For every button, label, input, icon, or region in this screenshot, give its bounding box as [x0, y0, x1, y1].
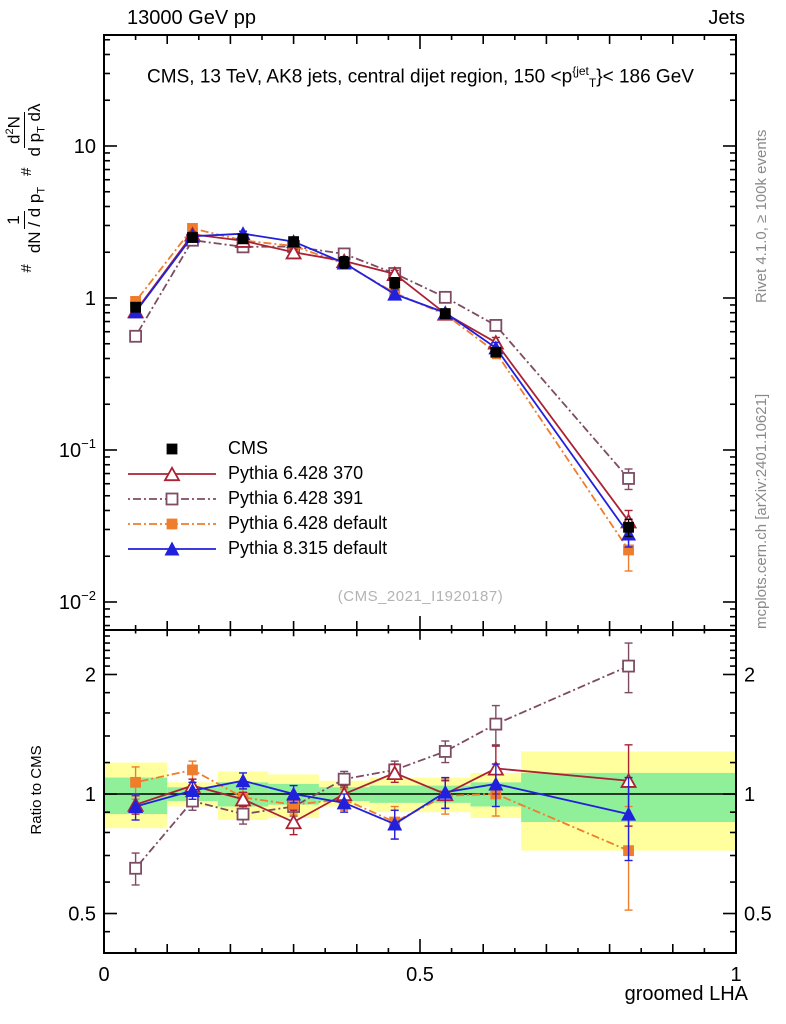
cms-marker: [288, 236, 300, 247]
cms-marker: [237, 233, 249, 245]
normalisation-fraction: 1 dN / d pT: [4, 186, 48, 254]
pythia-8315-default-marker: [488, 776, 504, 791]
pythia-8315-default-marker: [621, 806, 637, 821]
ratio-ytick-label-right: 2: [744, 664, 755, 686]
pythia-8315-default-marker: [437, 784, 453, 799]
pythia-6428-default-marker: [130, 776, 142, 788]
legend-item-cms: CMS: [126, 436, 387, 461]
pythia-6428-391-marker: [622, 659, 635, 673]
legend-marker-glyph: [166, 443, 178, 454]
legend-marker-pythia-6428-370: [128, 465, 216, 481]
pythia-6428-391-marker: [337, 772, 351, 786]
cms-marker: [338, 256, 350, 268]
pythia-6428-370-marker: [234, 791, 252, 807]
pythia-6428-370-marker: [285, 244, 303, 260]
pythia-6428-391-marker: [129, 861, 143, 875]
rivet-version-note: Rivet 4.1.0, ≥ 100k events: [753, 129, 770, 303]
main-ytick-label: 10: [74, 136, 96, 158]
hash-symbol: #: [17, 167, 35, 176]
ratio-ytick-label-left: 2: [85, 664, 96, 686]
legend-marker-glyph: [164, 540, 180, 555]
cms-marker: [187, 232, 198, 243]
ratio-ytick-label-right: 0.5: [744, 904, 772, 926]
main-series-cms: [130, 232, 634, 538]
title-suffix: }< 186 GeV: [596, 66, 694, 88]
main-ytick-label: 1: [85, 288, 96, 310]
legend-label: Pythia 6.428 391: [228, 488, 364, 508]
xtick-label: 0: [98, 964, 109, 986]
pythia-8315-default-marker: [235, 773, 251, 788]
pythia-8315-default-marker: [286, 786, 302, 801]
pythia-8315-default-marker: [387, 286, 403, 301]
analysis-type-label: Jets: [708, 7, 745, 29]
pythia-6428-370-marker: [285, 813, 303, 830]
pythia-6428-370-marker: [386, 764, 404, 781]
legend-marker-cms: [166, 443, 178, 454]
legend-label: CMS: [228, 438, 268, 458]
legend-label: Pythia 6.428 default: [228, 513, 388, 533]
ratio-ytick-label-right: 1: [744, 784, 755, 806]
legend-item-pythia-8315-default: Pythia 8.315 default: [126, 536, 387, 561]
beam-energy-label: 13000 GeV pp: [127, 7, 256, 29]
main-ytick-label: 10−2: [59, 588, 96, 614]
pythia-6428-default-marker: [187, 764, 198, 776]
legend-label: Pythia 8.315 default: [228, 538, 388, 558]
pythia-8315-default-marker: [128, 799, 144, 814]
legend-item-pythia-6428-391: Pythia 6.428 391: [126, 486, 387, 511]
pythia-6428-391-marker: [489, 319, 503, 332]
hash-symbol: #: [17, 264, 35, 273]
pythia-8315-default-marker: [336, 795, 352, 810]
pythia-6428-391-marker: [129, 329, 143, 343]
mcplots-reference-note: mcplots.cern.ch [arXiv:2401.10621]: [753, 393, 770, 629]
pythia-6428-391-marker: [438, 290, 452, 304]
cms-marker: [439, 308, 451, 319]
legend-marker-glyph: [166, 518, 178, 529]
main-ytick-label: 10−1: [59, 436, 96, 462]
differential-fraction: d2N d pT dλ: [4, 103, 48, 157]
x-axis-label: groomed LHA: [624, 983, 748, 1005]
ratio-ytick-label-left: 1: [85, 784, 96, 806]
pythia-6428-391-marker: [236, 807, 250, 821]
ratio-y-axis-label: Ratio to CMS: [28, 745, 45, 835]
title-jet-superscript: {jet: [572, 64, 589, 78]
ratio-series-pythia-8315-default: [128, 763, 637, 862]
cms-marker: [389, 277, 401, 289]
legend-marker-glyph: [165, 492, 179, 505]
legend-marker-pythia-6428-391: [128, 492, 216, 505]
analysis-id-watermark: (CMS_2021_I1920187): [337, 588, 504, 605]
pythia-8315-default-marker: [184, 783, 200, 798]
title-pt-symbol: p: [561, 66, 573, 88]
main-y-axis-label: # 1 dN / d pT # d2N d pT dλ: [4, 36, 48, 338]
plot-title: CMS, 13 TeV, AK8 jets, central dijet reg…: [104, 64, 737, 90]
cms-marker: [623, 521, 634, 533]
title-text: CMS, 13 TeV, AK8 jets, central dijet reg…: [147, 66, 562, 88]
legend-item-pythia-6428-default: Pythia 6.428 default: [126, 511, 387, 536]
legend-label: Pythia 6.428 370: [228, 463, 364, 483]
pythia-8315-default-marker: [387, 816, 403, 831]
legend: CMS Pythia 6.428 370 Pythia 6.428 391 Pythi…: [126, 436, 387, 561]
pythia-6428-391-marker: [438, 745, 452, 758]
legend-item-pythia-6428-370: Pythia 6.428 370: [126, 461, 387, 486]
xtick-label: 0.5: [406, 964, 434, 986]
tick-labels: 10 1 10−1 10−2 2 2 1 1 0.5 0.5 0 0.5 1: [59, 136, 772, 986]
pythia-6428-391-marker: [622, 472, 635, 485]
cms-marker: [130, 301, 142, 313]
legend-marker-pythia-8315-default: [128, 540, 216, 555]
ratio-ytick-label-left: 0.5: [68, 904, 96, 926]
xtick-label: 1: [730, 964, 741, 986]
legend-marker-glyph: [163, 465, 181, 481]
pythia-6428-391-marker: [489, 717, 503, 731]
cms-marker: [490, 346, 502, 358]
title-t-subscript: T: [588, 76, 597, 91]
axis-ticks: [103, 35, 737, 953]
legend-marker-pythia-6428-default: [128, 518, 216, 529]
